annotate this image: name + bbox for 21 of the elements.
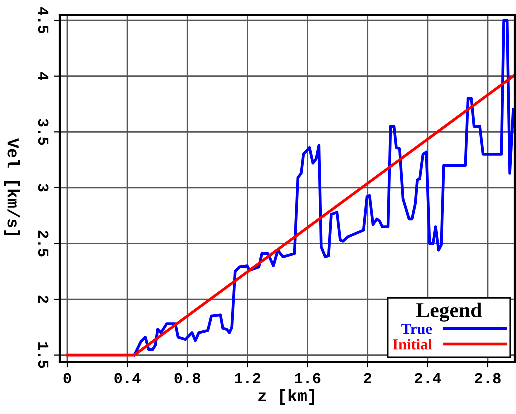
- y-tick-label: 4: [38, 72, 49, 80]
- line-series: [133, 19, 515, 357]
- legend-label: True: [402, 324, 432, 334]
- x-tick-label: 2: [364, 373, 372, 384]
- x-axis-title: z [km]: [258, 389, 314, 405]
- y-tick-label: 2.5: [38, 230, 49, 257]
- x-tick-label: 2.8: [475, 373, 501, 384]
- x-tick-label: 0.4: [114, 373, 141, 384]
- y-tick-label: 4.5: [38, 7, 49, 34]
- y-tick-label: 1.5: [38, 342, 49, 368]
- y-axis-title: Vel [km/s]: [4, 138, 20, 236]
- legend-title: Legend: [416, 302, 482, 322]
- y-tick-label: 3: [38, 184, 49, 192]
- x-tick-label: 1.2: [234, 373, 261, 384]
- y-tick-label: 3.5: [38, 119, 49, 146]
- legend-label: Initial: [393, 338, 432, 350]
- x-tick-label: 0.8: [174, 373, 201, 384]
- x-tick-label: 0: [64, 373, 72, 384]
- x-tick-label: 1.6: [295, 373, 321, 384]
- x-tick-label: 2.4: [415, 373, 442, 384]
- y-tick-label: 2: [38, 296, 49, 304]
